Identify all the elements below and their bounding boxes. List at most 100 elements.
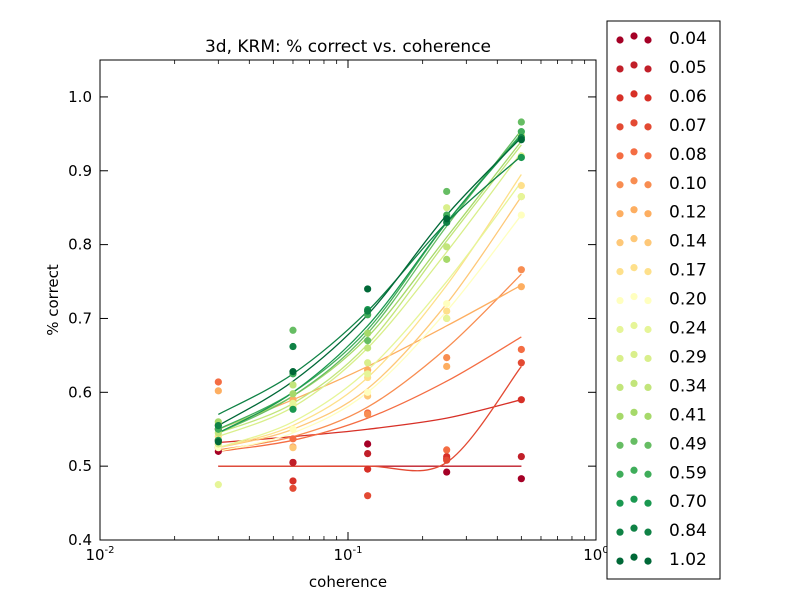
legend-marker bbox=[616, 239, 624, 247]
data-point-0.08-3 bbox=[443, 446, 451, 454]
legend-marker bbox=[616, 325, 624, 334]
legend-marker bbox=[616, 441, 624, 449]
data-point-0.10-3 bbox=[443, 354, 451, 362]
legend-marker bbox=[644, 528, 652, 536]
legend-entry-0.05: 0.05 bbox=[616, 58, 707, 78]
legend-entry-0.59: 0.59 bbox=[616, 463, 707, 483]
data-point-0.08-1 bbox=[289, 435, 297, 443]
legend-marker bbox=[630, 177, 638, 185]
legend-marker bbox=[630, 206, 638, 214]
data-point-1.02-2 bbox=[364, 285, 372, 293]
legend-entry-0.84: 0.84 bbox=[616, 521, 707, 541]
legend-entry-0.07: 0.07 bbox=[616, 116, 707, 136]
legend-marker bbox=[644, 383, 652, 391]
legend-marker bbox=[630, 495, 638, 503]
legend-entry-0.06: 0.06 bbox=[616, 87, 707, 107]
legend-entry-0.10: 0.10 bbox=[616, 174, 707, 194]
legend-marker bbox=[616, 296, 624, 305]
legend-marker bbox=[616, 528, 624, 536]
data-point-0.04-3 bbox=[443, 468, 451, 476]
data-point-1.02-1 bbox=[289, 368, 297, 376]
legend-marker bbox=[616, 383, 624, 391]
legend-marker bbox=[616, 412, 624, 420]
data-point-0.07-3 bbox=[443, 456, 451, 464]
data-point-0.12-3 bbox=[443, 362, 451, 371]
legend-label: 1.02 bbox=[669, 550, 707, 570]
legend-marker bbox=[616, 36, 624, 44]
legend-entry-0.04: 0.04 bbox=[616, 29, 707, 49]
legend-marker bbox=[616, 152, 624, 160]
legend-frame bbox=[606, 20, 721, 580]
y-axis-ticks: 0.4 0.5 0.6 0.7 0.8 0.9 1.0 bbox=[68, 88, 596, 549]
legend-marker bbox=[616, 210, 624, 218]
legend-marker bbox=[630, 437, 638, 445]
legend-marker bbox=[616, 470, 624, 478]
data-point-0.49-4 bbox=[517, 118, 525, 126]
legend-marker bbox=[644, 412, 652, 420]
fit-line-0.07 bbox=[218, 366, 522, 472]
legend-marker bbox=[644, 36, 652, 44]
legend-entry-0.24: 0.24 bbox=[616, 319, 707, 339]
legend-entry-0.29: 0.29 bbox=[616, 347, 707, 367]
fit-line-1.02 bbox=[217, 137, 522, 427]
legend-marker bbox=[630, 408, 638, 416]
fit-line-0.41 bbox=[218, 140, 522, 430]
legend-marker bbox=[644, 181, 652, 189]
data-point-0.84-1 bbox=[289, 342, 297, 351]
legend-label: 0.12 bbox=[669, 203, 707, 223]
legend-label: 0.29 bbox=[669, 347, 707, 367]
legend-marker bbox=[644, 557, 652, 565]
y-tick-label: 0.5 bbox=[68, 457, 92, 475]
legend-label: 0.24 bbox=[669, 319, 707, 339]
fit-line-0.10 bbox=[218, 273, 522, 451]
y-tick-label: 1.0 bbox=[68, 88, 92, 106]
legend-marker bbox=[630, 379, 638, 387]
legend-label: 0.14 bbox=[669, 232, 707, 252]
chart-title: 3d, KRM: % correct vs. coherence bbox=[205, 37, 491, 57]
legend-marker bbox=[616, 123, 624, 131]
data-point-1.02-3 bbox=[443, 215, 451, 223]
data-point-0.41-2 bbox=[364, 329, 372, 337]
legend-label: 0.08 bbox=[669, 145, 707, 165]
data-point-0.05-2 bbox=[364, 450, 372, 458]
x-tick-label: 100 bbox=[583, 545, 608, 564]
data-point-0.04-2 bbox=[364, 440, 372, 448]
x-tick-label: 10-1 bbox=[333, 545, 362, 564]
legend-label: 0.84 bbox=[669, 521, 707, 541]
data-point-0.12-4 bbox=[517, 283, 525, 291]
legend-entry-0.17: 0.17 bbox=[616, 261, 707, 281]
legend-marker bbox=[644, 152, 652, 160]
y-tick-label: 0.6 bbox=[68, 383, 92, 401]
legend-marker bbox=[630, 148, 638, 156]
data-point-0.20-1 bbox=[289, 425, 297, 433]
legend-marker bbox=[644, 354, 652, 363]
legend-marker bbox=[644, 210, 652, 218]
legend-entry-0.34: 0.34 bbox=[616, 376, 707, 396]
data-point-0.07-4 bbox=[517, 359, 525, 367]
legend-marker bbox=[616, 65, 624, 73]
legend-label: 0.41 bbox=[669, 405, 707, 425]
legend-marker bbox=[644, 123, 652, 131]
fit-line-0.59 bbox=[218, 133, 522, 430]
data-point-0.29-2 bbox=[364, 359, 372, 367]
data-point-0.08-4 bbox=[517, 345, 525, 354]
data-point-0.20-2 bbox=[364, 388, 372, 396]
data-point-0.24-1 bbox=[289, 399, 297, 407]
data-point-0.49-2 bbox=[364, 337, 372, 345]
legend-marker bbox=[644, 65, 652, 73]
y-tick-label: 0.4 bbox=[68, 531, 92, 549]
data-point-0.10-2 bbox=[364, 410, 372, 419]
legend-marker bbox=[630, 32, 638, 40]
legend-label: 0.49 bbox=[669, 434, 707, 454]
x-axis-label: coherence bbox=[309, 573, 387, 591]
legend-label: 0.34 bbox=[669, 376, 707, 396]
fit-line-0.20 bbox=[218, 214, 522, 453]
legend-marker bbox=[630, 90, 638, 98]
legend-label: 0.05 bbox=[669, 58, 707, 78]
data-point-0.20-4 bbox=[517, 211, 525, 219]
data-point-0.41-1 bbox=[289, 390, 297, 398]
legend-label: 0.20 bbox=[669, 290, 707, 310]
legend-marker bbox=[630, 61, 638, 69]
data-point-0.24-4 bbox=[517, 193, 525, 201]
